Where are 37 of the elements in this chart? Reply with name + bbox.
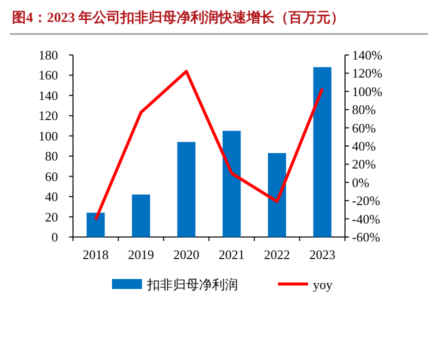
- y-tick-label: 0: [52, 230, 58, 244]
- bar: [268, 153, 286, 237]
- y-tick-label: 80: [45, 148, 58, 164]
- x-tick-label: 2018: [82, 247, 109, 262]
- bar: [313, 67, 332, 237]
- y2-tick-label: 100%: [352, 84, 382, 99]
- y2-tick-label: -40%: [352, 211, 380, 226]
- y2-tick-label: 60%: [352, 120, 376, 136]
- x-tick-label: 2020: [173, 247, 200, 262]
- legend-label: yoy: [313, 277, 333, 292]
- y2-tick-label: -60%: [352, 230, 380, 244]
- x-tick-label: 2023: [309, 247, 336, 262]
- x-tick-label: 2021: [218, 247, 245, 262]
- legend-label: 扣非归母净利润: [146, 277, 238, 292]
- y-tick-label: 20: [45, 209, 58, 224]
- y2-tick-label: 0%: [352, 174, 370, 190]
- y2-tick-label: -20%: [352, 193, 380, 208]
- x-tick-label: 2022: [264, 247, 290, 262]
- bar: [177, 142, 196, 237]
- y-tick-label: 40: [45, 189, 58, 204]
- y-tick-label: 140: [38, 88, 58, 103]
- y-tick-label: 120: [38, 108, 58, 124]
- line-series: [94, 70, 324, 222]
- y2-tick-label: 40%: [352, 138, 376, 154]
- y-tick-label: 160: [38, 68, 58, 83]
- y-tick-label: 60: [45, 168, 58, 184]
- y2-tick-label: 80%: [352, 102, 376, 118]
- bar: [86, 212, 105, 237]
- chart-title: 图4：2023 年公司扣非归母净利润快速增长（百万元）: [12, 9, 344, 26]
- y-tick-label: 100: [38, 128, 58, 144]
- y2-tick-label: 20%: [352, 156, 376, 172]
- bar: [132, 194, 150, 237]
- y2-tick-label: 120%: [352, 66, 382, 81]
- y-tick-label: 180: [38, 48, 58, 62]
- y2-tick-label: 140%: [352, 48, 382, 62]
- x-tick-label: 2019: [128, 247, 154, 262]
- bar: [222, 130, 241, 237]
